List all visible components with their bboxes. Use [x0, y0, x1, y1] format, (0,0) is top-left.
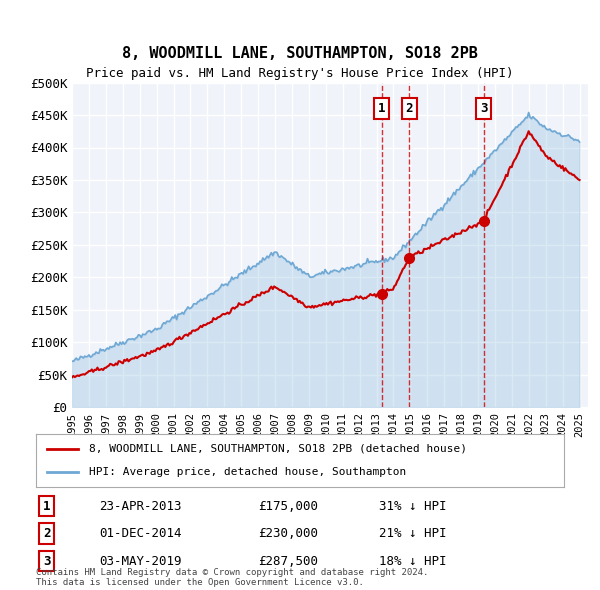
Text: 21% ↓ HPI: 21% ↓ HPI	[379, 527, 446, 540]
Text: Price paid vs. HM Land Registry's House Price Index (HPI): Price paid vs. HM Land Registry's House …	[86, 67, 514, 80]
Text: 2: 2	[405, 102, 413, 115]
Text: 01-DEC-2014: 01-DEC-2014	[100, 527, 182, 540]
Text: 18% ↓ HPI: 18% ↓ HPI	[379, 555, 446, 568]
Text: 1: 1	[378, 102, 386, 115]
Text: 8, WOODMILL LANE, SOUTHAMPTON, SO18 2PB: 8, WOODMILL LANE, SOUTHAMPTON, SO18 2PB	[122, 45, 478, 61]
Text: HPI: Average price, detached house, Southampton: HPI: Average price, detached house, Sout…	[89, 467, 406, 477]
Text: 2: 2	[43, 527, 50, 540]
Text: 03-MAY-2019: 03-MAY-2019	[100, 555, 182, 568]
Text: 1: 1	[43, 500, 50, 513]
Text: £175,000: £175,000	[258, 500, 318, 513]
Text: 3: 3	[43, 555, 50, 568]
Text: 31% ↓ HPI: 31% ↓ HPI	[379, 500, 446, 513]
Text: £287,500: £287,500	[258, 555, 318, 568]
Text: £230,000: £230,000	[258, 527, 318, 540]
Text: Contains HM Land Registry data © Crown copyright and database right 2024.
This d: Contains HM Land Registry data © Crown c…	[36, 568, 428, 587]
Text: 23-APR-2013: 23-APR-2013	[100, 500, 182, 513]
Text: 3: 3	[480, 102, 487, 115]
Text: 8, WOODMILL LANE, SOUTHAMPTON, SO18 2PB (detached house): 8, WOODMILL LANE, SOUTHAMPTON, SO18 2PB …	[89, 444, 467, 454]
